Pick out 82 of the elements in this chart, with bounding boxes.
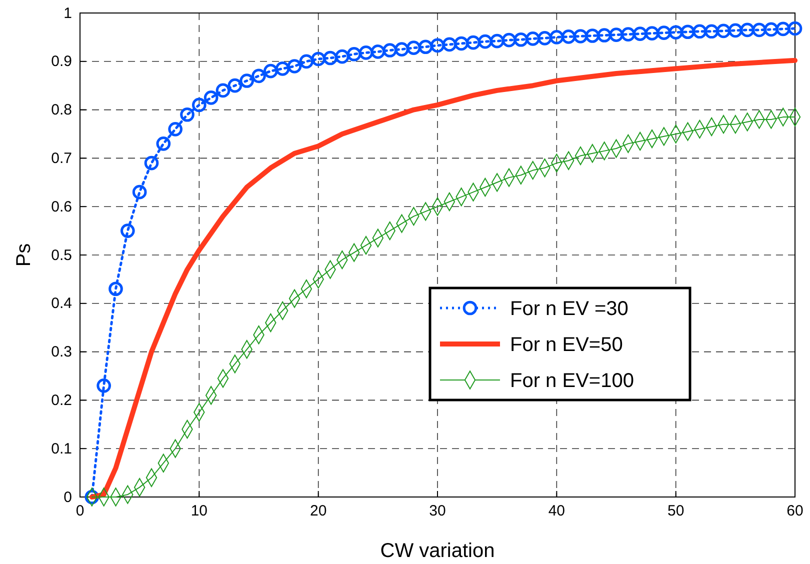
point (204, 90, 218, 105)
point (192, 98, 206, 112)
point (597, 28, 612, 42)
point (442, 37, 457, 52)
y-tick-label: 0.1 (51, 440, 72, 458)
y-tick-label: 0.8 (51, 102, 72, 119)
x-tick-label: 10 (190, 502, 208, 520)
point (144, 156, 159, 170)
point (358, 46, 374, 60)
point (299, 54, 314, 69)
point (632, 26, 648, 41)
point (704, 24, 719, 39)
point (740, 22, 754, 38)
point (335, 49, 350, 64)
point (180, 107, 194, 122)
x-axis-title: CW variation (380, 540, 495, 562)
point (502, 32, 516, 48)
point (550, 30, 564, 44)
point (776, 22, 790, 36)
point (621, 27, 636, 42)
point (120, 224, 135, 238)
y-tick-label: 0.4 (51, 295, 72, 312)
x-tick-label: 60 (786, 502, 804, 520)
point (370, 44, 386, 59)
point (514, 32, 528, 47)
point (287, 59, 302, 74)
y-tick-label: 0 (64, 488, 72, 506)
point (132, 184, 147, 200)
legend-label: For n EV =30 (510, 298, 628, 320)
point (692, 24, 707, 39)
x-tick-label: 0 (76, 502, 84, 520)
point (430, 38, 445, 53)
point (228, 78, 242, 93)
x-tick-label: 40 (548, 502, 566, 520)
point (573, 29, 588, 44)
point (668, 25, 683, 40)
point (394, 42, 409, 56)
point (728, 23, 743, 38)
point (644, 26, 660, 40)
y-tick-label: 0.3 (51, 344, 72, 361)
point (311, 52, 326, 66)
point (716, 24, 731, 38)
x-tick-label: 30 (429, 502, 446, 520)
y-tick-label: 1 (64, 4, 72, 22)
point (585, 28, 600, 43)
point (252, 68, 266, 84)
point (680, 24, 695, 40)
y-tick-label: 0.9 (51, 53, 72, 70)
y-tick-label: 0.2 (51, 392, 72, 409)
point (96, 378, 111, 393)
point (216, 83, 230, 98)
point (418, 40, 433, 54)
point (275, 62, 290, 76)
y-tick-label: 0.7 (51, 150, 72, 167)
point (264, 64, 278, 78)
point (382, 43, 397, 58)
point (156, 136, 171, 151)
point (346, 46, 362, 62)
point (764, 22, 778, 37)
point (609, 28, 624, 42)
point (656, 26, 672, 40)
point (526, 31, 540, 46)
x-tick-label: 20 (310, 502, 327, 520)
y-axis-title: Ps (13, 243, 35, 267)
point (240, 74, 254, 88)
point (323, 50, 338, 66)
point (406, 40, 421, 56)
point (752, 22, 766, 38)
point (108, 282, 123, 296)
point (490, 34, 504, 48)
legend-label: For n EV=100 (510, 370, 634, 392)
x-tick-label: 50 (667, 502, 684, 520)
point (454, 36, 468, 51)
point (478, 34, 492, 49)
point (561, 30, 576, 44)
point (466, 35, 480, 50)
y-tick-label: 0.6 (51, 198, 72, 216)
y-tick-label: 0.5 (51, 246, 72, 264)
point (168, 122, 182, 136)
legend-label: For n EV=50 (510, 334, 623, 356)
point (788, 21, 802, 36)
point (538, 31, 552, 46)
